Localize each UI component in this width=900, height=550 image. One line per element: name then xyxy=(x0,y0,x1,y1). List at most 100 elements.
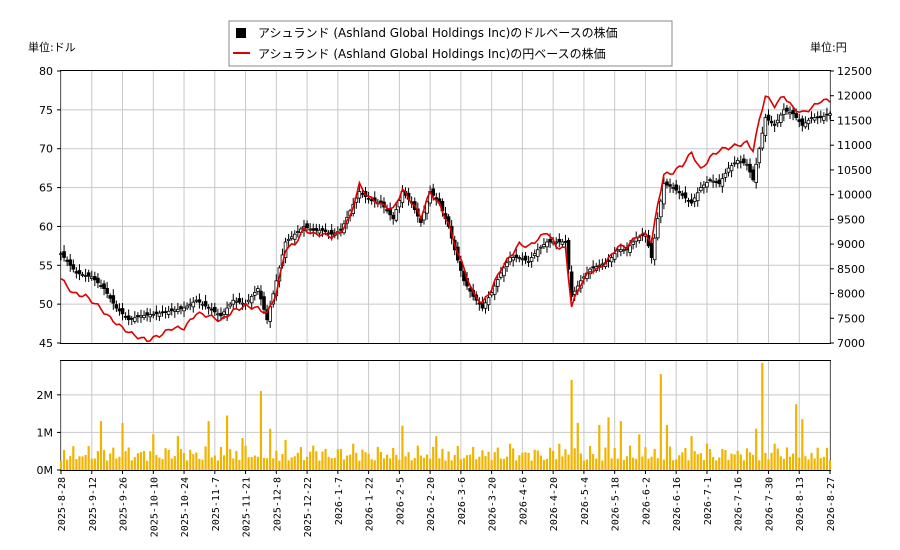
volume-bar xyxy=(755,428,758,470)
candle-body xyxy=(317,229,322,234)
candle-body xyxy=(206,306,211,309)
volume-bar xyxy=(90,458,93,470)
candle-body xyxy=(77,270,82,275)
candle-body xyxy=(778,114,783,123)
volume-bar xyxy=(450,460,453,470)
candle-body xyxy=(732,162,737,165)
candle-body xyxy=(729,165,734,172)
candle-body xyxy=(219,312,223,317)
candle-body xyxy=(191,301,196,308)
candle-body xyxy=(809,117,814,120)
candle-body xyxy=(154,311,159,315)
volume-bar xyxy=(253,455,256,470)
candle-body xyxy=(720,178,725,187)
candle-body xyxy=(745,163,749,166)
date-tick-label: 2025-10-10 xyxy=(149,477,160,537)
volume-bar xyxy=(96,451,100,470)
volume-bar xyxy=(672,460,675,470)
candle-body xyxy=(394,209,399,221)
date-tick-label: 2025-11-21 xyxy=(242,477,253,537)
volume-bar xyxy=(339,449,343,470)
candle-body xyxy=(699,187,703,192)
grid-lines xyxy=(60,71,831,470)
volume-bar xyxy=(810,452,813,470)
volume-bar xyxy=(742,460,745,470)
volume-bar xyxy=(219,446,223,470)
candle-body xyxy=(93,276,97,281)
candle-body xyxy=(129,317,134,320)
right-unit-label: 単位:円 xyxy=(810,40,847,54)
candle-body xyxy=(612,253,617,260)
volume-bar xyxy=(392,447,395,470)
candle-body xyxy=(96,277,100,284)
candle-body xyxy=(431,188,435,196)
volume-bar xyxy=(404,456,407,470)
candle-body xyxy=(163,311,168,313)
candle-body xyxy=(83,274,88,277)
volume-tick-label: 1M xyxy=(37,426,54,439)
date-tick-label: 2026-3-20 xyxy=(488,477,499,531)
volume-bar xyxy=(678,455,681,470)
candle-body xyxy=(216,313,220,316)
volume-bar xyxy=(533,449,536,470)
volume-bar xyxy=(588,445,592,470)
volume-bar xyxy=(189,449,192,470)
volume-bar xyxy=(87,446,90,470)
candle-body xyxy=(486,297,491,306)
candle-body xyxy=(705,181,709,188)
date-tick-label: 2025-12-22 xyxy=(303,477,314,537)
volume-bar xyxy=(601,460,604,470)
volume-bar xyxy=(213,455,216,470)
volume-tick-label: 2M xyxy=(37,389,54,402)
candle-body xyxy=(357,191,362,199)
volume-bar xyxy=(244,445,247,470)
volume-bar xyxy=(376,446,379,470)
candle-body xyxy=(557,238,562,243)
volume-bar xyxy=(278,460,281,470)
candle-body xyxy=(212,306,217,313)
volume-bar xyxy=(681,452,684,470)
volume-bar xyxy=(305,456,309,470)
volume-bar xyxy=(290,457,293,470)
volume-bar xyxy=(407,452,410,470)
volume-bar xyxy=(186,460,189,470)
candle-body xyxy=(62,251,66,258)
volume-bars xyxy=(59,362,832,470)
candle-body xyxy=(517,257,522,259)
right-axis-ticks: 7000 7500 8000 8500 9000 9500 10000 10500 11000 1… xyxy=(830,65,872,350)
volume-bar xyxy=(364,452,367,470)
candle-body xyxy=(674,184,678,191)
volume-bar xyxy=(115,458,118,470)
candle-body xyxy=(185,305,189,309)
volume-bar xyxy=(502,458,506,470)
date-tick-label: 2026-6-16 xyxy=(672,477,683,531)
candle-body xyxy=(323,229,328,233)
volume-bar xyxy=(822,456,825,470)
volume-bar xyxy=(512,448,515,470)
volume-bar xyxy=(721,448,724,470)
candle-body xyxy=(677,191,682,194)
volume-bar xyxy=(675,459,678,470)
volume-bar xyxy=(124,451,127,470)
volume-bar xyxy=(758,460,761,470)
volume-bar xyxy=(555,459,558,470)
volume-bar xyxy=(287,460,290,470)
volume-bar xyxy=(367,454,370,470)
volume-bar xyxy=(130,460,133,470)
candle-body xyxy=(89,276,94,279)
candle-body xyxy=(234,300,239,303)
volume-bar xyxy=(419,455,422,470)
volume-bar xyxy=(296,452,299,470)
volume-bar xyxy=(708,448,712,470)
volume-bar xyxy=(795,404,798,470)
candle-body xyxy=(385,209,389,212)
volume-bar xyxy=(595,458,598,470)
candle-body xyxy=(256,288,260,292)
volume-bar xyxy=(705,443,709,470)
candle-body xyxy=(686,199,691,202)
candle-body xyxy=(74,271,79,274)
volume-bar xyxy=(250,457,253,470)
volume-bar xyxy=(179,448,183,470)
left-tick-label: 55 xyxy=(39,259,53,272)
date-axis-ticks: 2025-8-28 2025-9-12 2025-9-26 2025-10-10 202… xyxy=(57,470,837,537)
